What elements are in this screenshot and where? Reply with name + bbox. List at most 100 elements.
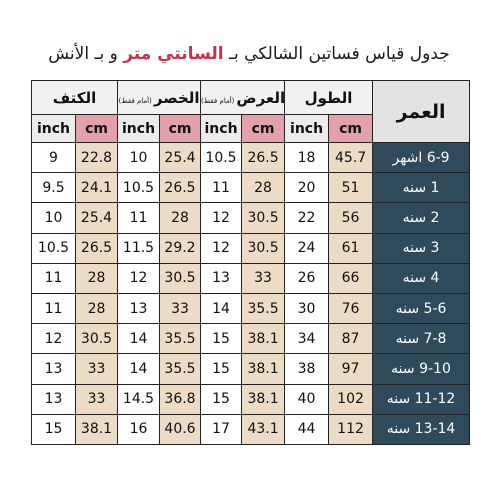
unit-cm: cm [328, 114, 374, 143]
width-cm-cell: 33 [241, 262, 286, 294]
length-cm-cell: 97 [328, 353, 374, 385]
age-cell: 2 سنه [372, 202, 471, 234]
shoulder-cm-cell: 33 [74, 353, 119, 385]
shoulder-inch-cell: 11 [31, 262, 76, 294]
unit-cm: cm [159, 114, 202, 143]
table-row: 12 30.5 14 35.5 15 38.1 34 87 7-8 سنه [31, 323, 471, 355]
width-inch-cell: 13 [200, 262, 243, 294]
group-header-row: الكتف (أمام فقط) الخصر (أمام فقط) العرض ال… [30, 80, 471, 143]
width-inch-cell: 12 [200, 232, 243, 264]
waist-inch-cell: 16 [117, 413, 161, 445]
table-row: 11 28 12 30.5 13 33 26 66 4 سنه [31, 262, 471, 294]
width-inch-cell: 15 [200, 353, 243, 385]
table-row: 9.5 24.1 10.5 26.5 11 28 20 51 1 سنه [31, 172, 471, 204]
table-row: 10.5 26.5 11.5 29.2 12 30.5 24 61 3 سنه [31, 232, 471, 264]
waist-inch-cell: 11.5 [117, 232, 161, 264]
unit-inch: inch [200, 114, 243, 143]
length-inch-cell: 18 [284, 141, 330, 174]
length-inch-cell: 24 [284, 232, 330, 264]
unit-header-row: inch cm inch cm inch cm inch cm [31, 114, 470, 143]
width-cm-cell: 43.1 [241, 413, 286, 445]
length-cm-cell: 61 [328, 232, 374, 264]
length-inch-cell: 38 [284, 353, 330, 385]
waist-inch-cell: 10 [117, 141, 161, 174]
waist-inch-cell: 12 [117, 262, 161, 294]
group-length: الطول [284, 80, 374, 115]
group-waist-note: (أمام فقط) [118, 96, 152, 105]
shoulder-inch-cell: 13 [31, 353, 76, 385]
table-row: 9 22.8 10 25.4 10.5 26.5 18 45.7 6-9 اشه… [31, 141, 471, 174]
table-row: 13 33 14 35.5 15 38.1 38 97 9-10 سنه [31, 353, 471, 385]
shoulder-cm-cell: 28 [74, 262, 119, 294]
width-inch-cell: 14 [200, 292, 243, 325]
waist-inch-cell: 14 [117, 353, 161, 385]
shoulder-cm-cell: 26.5 [74, 232, 119, 264]
width-inch-cell: 15 [200, 383, 243, 415]
shoulder-inch-cell: 9 [31, 141, 76, 174]
length-cm-cell: 66 [328, 262, 374, 294]
shoulder-inch-cell: 10.5 [31, 232, 76, 264]
unit-cm: cm [74, 114, 119, 143]
waist-inch-cell: 10.5 [117, 172, 161, 204]
age-cell: 13-14 سنه [372, 413, 471, 445]
waist-cm-cell: 28 [159, 202, 202, 234]
length-cm-cell: 76 [328, 292, 374, 325]
table-row: 11 28 13 33 14 35.5 30 76 5-6 سنه [31, 292, 471, 325]
length-cm-cell: 51 [328, 172, 374, 204]
length-cm-cell: 87 [328, 323, 374, 355]
width-cm-cell: 38.1 [241, 383, 286, 415]
width-cm-cell: 38.1 [241, 323, 286, 355]
shoulder-cm-cell: 30.5 [74, 323, 119, 355]
title-prefix: جدول قياس فساتين الشالكي بـ [223, 44, 450, 64]
waist-cm-cell: 35.5 [159, 323, 202, 355]
waist-cm-cell: 40.6 [159, 413, 202, 445]
age-cell: 5-6 سنه [372, 292, 471, 325]
shoulder-inch-cell: 12 [31, 323, 76, 355]
width-cm-cell: 28 [241, 172, 286, 204]
table-row: 10 25.4 11 28 12 30.5 22 56 2 سنه [31, 202, 471, 234]
group-waist-label: الخصر [153, 88, 200, 107]
width-cm-cell: 30.5 [241, 232, 286, 264]
length-cm-cell: 45.7 [328, 141, 374, 174]
title-suffix: و بـ الأنش [48, 44, 124, 64]
shoulder-cm-cell: 28 [74, 292, 119, 325]
length-cm-cell: 56 [328, 202, 374, 234]
shoulder-inch-cell: 15 [31, 413, 76, 445]
title-highlight: السانتي متر [123, 44, 224, 64]
length-cm-cell: 112 [328, 413, 374, 445]
group-shoulder: الكتف [30, 80, 119, 115]
length-inch-cell: 40 [284, 383, 330, 415]
waist-inch-cell: 11 [117, 202, 161, 234]
width-inch-cell: 11 [200, 172, 243, 204]
unit-inch: inch [117, 114, 161, 143]
length-inch-cell: 44 [284, 413, 330, 445]
width-inch-cell: 15 [200, 323, 243, 355]
age-header: العمر [372, 80, 471, 143]
waist-inch-cell: 14.5 [117, 383, 161, 415]
length-inch-cell: 22 [284, 202, 330, 234]
age-cell: 4 سنه [372, 262, 471, 294]
length-inch-cell: 26 [284, 262, 330, 294]
group-waist: (أمام فقط) الخصر [117, 80, 202, 115]
unit-cm: cm [241, 114, 286, 143]
waist-cm-cell: 36.8 [159, 383, 202, 415]
shoulder-cm-cell: 25.4 [74, 202, 119, 234]
width-cm-cell: 30.5 [241, 202, 286, 234]
age-cell: 3 سنه [372, 232, 471, 264]
group-shoulder-label: الكتف [52, 88, 97, 107]
group-width: (أمام فقط) العرض [200, 80, 286, 115]
length-inch-cell: 20 [284, 172, 330, 204]
shoulder-inch-cell: 13 [31, 383, 76, 415]
width-cm-cell: 38.1 [241, 353, 286, 385]
length-cm-cell: 102 [328, 383, 374, 415]
waist-cm-cell: 33 [159, 292, 202, 325]
waist-inch-cell: 13 [117, 292, 161, 325]
age-cell: 9-10 سنه [372, 353, 471, 385]
age-cell: 6-9 اشهر [372, 141, 471, 174]
age-cell: 7-8 سنه [372, 323, 471, 355]
waist-inch-cell: 14 [117, 323, 161, 355]
group-width-label: العرض [236, 88, 286, 107]
width-cm-cell: 26.5 [241, 141, 286, 174]
length-inch-cell: 34 [284, 323, 330, 355]
shoulder-cm-cell: 38.1 [74, 413, 119, 445]
